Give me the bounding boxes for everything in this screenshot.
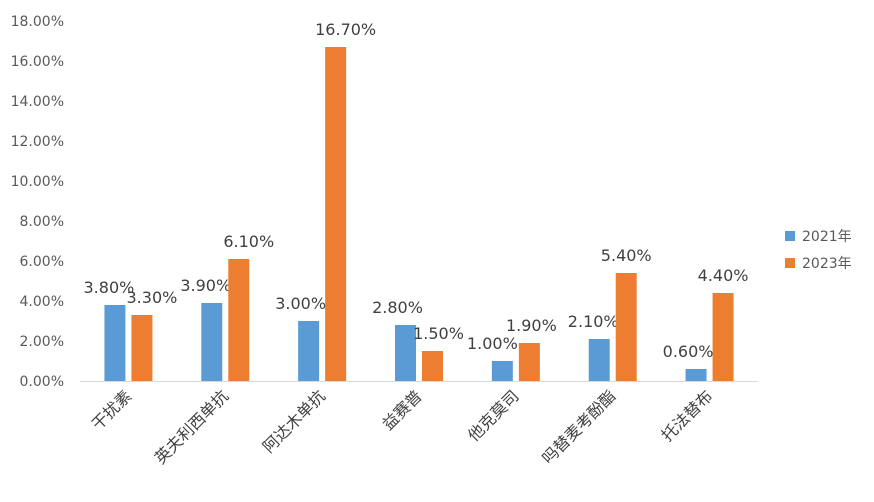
legend-label: 2023年 [802, 256, 852, 272]
category-label: 益赛普 [378, 386, 425, 433]
category-label: 干扰素 [88, 386, 135, 433]
data-label: 1.50% [413, 324, 464, 343]
bar-series2 [518, 343, 540, 381]
y-tick-label: 8.00% [20, 214, 64, 230]
data-label: 2.80% [372, 298, 423, 317]
bar-series1 [298, 321, 320, 381]
bar-series1 [201, 303, 223, 381]
bar-series2 [228, 259, 250, 381]
bar-series1 [491, 361, 513, 381]
bar-series1 [685, 369, 707, 381]
bar-series2 [615, 273, 637, 381]
category-label: 他克莫司 [464, 386, 523, 445]
data-label: 2.10% [568, 312, 619, 331]
y-tick-label: 12.00% [11, 134, 64, 150]
category-label: 英夫利西单抗 [151, 386, 232, 467]
y-tick-label: 14.00% [11, 94, 64, 110]
data-label: 0.60% [663, 342, 714, 361]
data-label: 3.90% [180, 276, 231, 295]
data-label: 3.00% [275, 294, 326, 313]
y-tick-label: 18.00% [11, 14, 64, 30]
legend-swatch [785, 231, 795, 241]
y-tick-label: 2.00% [20, 334, 64, 350]
y-tick-label: 16.00% [11, 54, 64, 70]
bar-series1 [104, 305, 126, 381]
bar-series1 [588, 339, 610, 381]
bar-series2 [422, 351, 443, 381]
category-label: 阿达木单抗 [259, 386, 329, 456]
data-label: 3.80% [84, 278, 135, 297]
data-label: 1.90% [506, 316, 557, 335]
bar-series2 [325, 47, 347, 381]
category-label: 托法替布 [658, 386, 717, 445]
y-tick-label: 6.00% [20, 254, 64, 270]
category-label: 吗替麦考酚酯 [538, 386, 619, 467]
y-tick-label: 4.00% [20, 294, 64, 310]
data-label: 4.40% [698, 266, 749, 285]
bar-series2 [712, 293, 734, 381]
y-tick-label: 0.00% [20, 374, 64, 390]
data-label: 5.40% [601, 246, 652, 265]
bar-series1 [395, 325, 416, 381]
legend-swatch [785, 258, 795, 268]
legend-label: 2021年 [802, 229, 852, 245]
data-label: 3.30% [127, 288, 178, 307]
data-label: 1.00% [467, 334, 518, 353]
data-label: 6.10% [223, 232, 274, 251]
bar-series2 [131, 315, 153, 381]
y-tick-label: 10.00% [11, 174, 64, 190]
data-label: 16.70% [315, 20, 376, 39]
